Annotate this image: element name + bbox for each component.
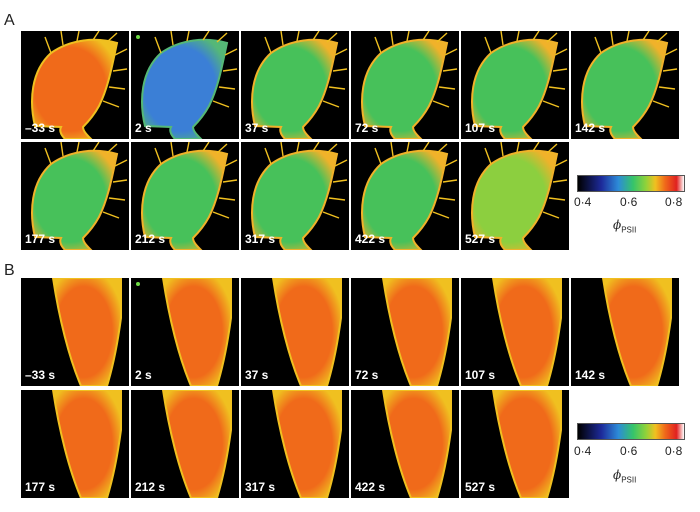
trap-image <box>601 278 672 386</box>
time-label: 142 s <box>575 121 606 135</box>
image-tile: 142 s <box>571 278 679 386</box>
stimulus-marker <box>136 282 140 286</box>
trap-image <box>471 142 568 250</box>
colorbar-a <box>577 175 685 192</box>
panel-a-label: A <box>4 12 15 29</box>
time-label: 37 s <box>245 368 269 382</box>
image-tile: 37 s <box>241 31 349 139</box>
time-label: 107 s <box>465 121 496 135</box>
time-label: 37 s <box>245 121 269 135</box>
time-label: 107 s <box>465 368 496 382</box>
image-tile: 37 s <box>241 278 349 386</box>
colorbar-b-label: ϕPSII <box>613 468 637 485</box>
colorbar-b-tick-high: 0·8 <box>665 444 683 458</box>
image-tile: 177 s <box>21 390 129 498</box>
time-label: 72 s <box>355 368 379 382</box>
time-label: 422 s <box>355 232 386 246</box>
image-tile: 317 s <box>241 142 349 250</box>
image-tile: 72 s <box>351 31 459 139</box>
trap-image <box>361 31 458 139</box>
image-tile: 212 s <box>131 142 239 250</box>
colorbar-a-tick-low: 0·4 <box>574 195 592 209</box>
trap-image <box>491 278 562 386</box>
image-tile: 107 s <box>461 31 569 139</box>
colorbar-b-tick-mid: 0·6 <box>620 444 638 458</box>
trap-image <box>51 278 122 386</box>
image-tile: 72 s <box>351 278 459 386</box>
image-tile: 177 s <box>21 142 129 250</box>
trap-image <box>271 390 342 498</box>
stimulus-marker <box>136 35 140 39</box>
time-label: 527 s <box>465 480 496 494</box>
image-tile: 107 s <box>461 278 569 386</box>
colorbar-a-tick-mid: 0·6 <box>620 195 638 209</box>
trap-image <box>381 390 452 498</box>
time-label: 527 s <box>465 232 496 246</box>
image-tile: 142 s <box>571 31 679 139</box>
time-label: 212 s <box>135 232 166 246</box>
trap-image <box>161 390 232 498</box>
trap-image <box>361 142 458 250</box>
trap-image <box>31 142 128 250</box>
image-tile: –33 s <box>21 31 129 139</box>
trap-image <box>141 31 238 139</box>
trap-image <box>491 390 562 498</box>
trap-image <box>51 390 122 498</box>
colorbar-a-tick-high: 0·8 <box>665 195 683 209</box>
time-label: 212 s <box>135 480 166 494</box>
trap-image <box>471 31 568 139</box>
trap-image <box>31 31 128 139</box>
time-label: 177 s <box>25 480 56 494</box>
trap-image <box>581 31 678 139</box>
image-tile: 2 s <box>131 278 239 386</box>
trap-image <box>251 31 348 139</box>
image-tile: –33 s <box>21 278 129 386</box>
image-tile: 422 s <box>351 390 459 498</box>
time-label: 177 s <box>25 232 56 246</box>
time-label: –33 s <box>25 368 56 382</box>
image-tile: 527 s <box>461 390 569 498</box>
trap-image <box>141 142 238 250</box>
image-tile: 422 s <box>351 142 459 250</box>
time-label: 2 s <box>135 121 152 135</box>
time-label: –33 s <box>25 121 56 135</box>
time-label: 72 s <box>355 121 379 135</box>
image-tile: 317 s <box>241 390 349 498</box>
image-tile: 212 s <box>131 390 239 498</box>
time-label: 2 s <box>135 368 152 382</box>
image-tile: 2 s <box>131 31 239 139</box>
time-label: 422 s <box>355 480 386 494</box>
trap-image <box>381 278 452 386</box>
time-label: 317 s <box>245 480 276 494</box>
colorbar-b <box>577 423 685 440</box>
trap-image <box>161 278 232 386</box>
trap-image <box>271 278 342 386</box>
colorbar-b-tick-low: 0·4 <box>574 444 592 458</box>
image-tile: 527 s <box>461 142 569 250</box>
colorbar-a-label: ϕPSII <box>613 218 637 235</box>
panel-b-label: B <box>4 262 15 279</box>
trap-image <box>251 142 348 250</box>
time-label: 317 s <box>245 232 276 246</box>
time-label: 142 s <box>575 368 606 382</box>
